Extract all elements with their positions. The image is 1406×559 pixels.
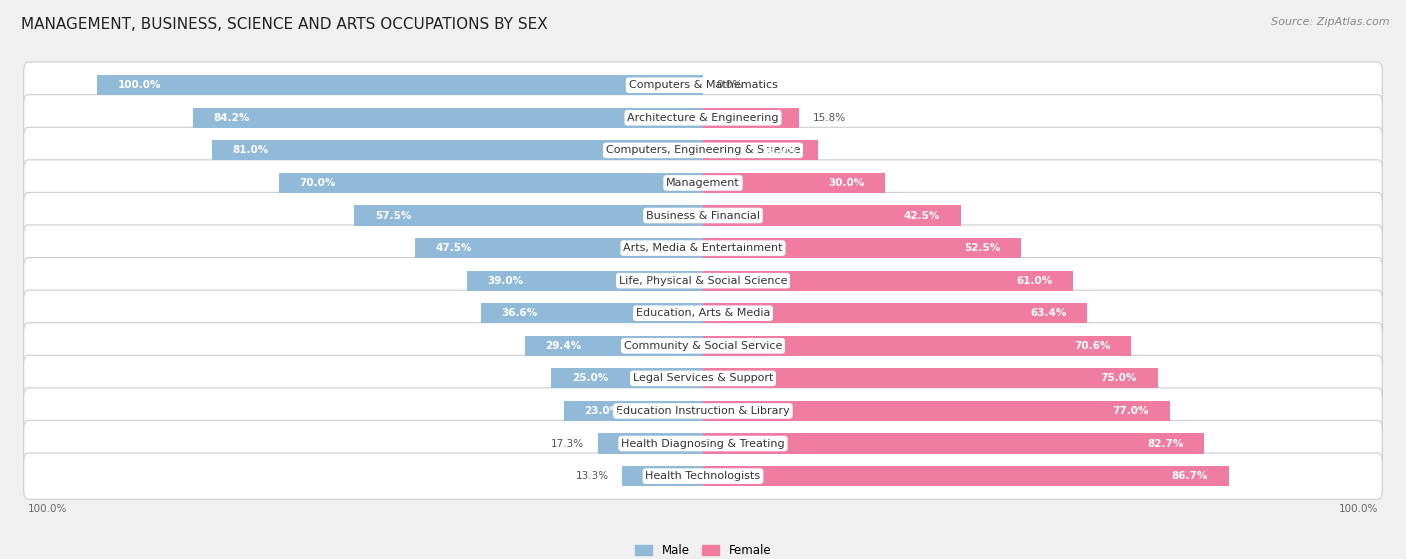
- Legend: Male, Female: Male, Female: [630, 539, 776, 559]
- FancyBboxPatch shape: [24, 323, 1382, 369]
- Text: Health Diagnosing & Treating: Health Diagnosing & Treating: [621, 439, 785, 448]
- Text: MANAGEMENT, BUSINESS, SCIENCE AND ARTS OCCUPATIONS BY SEX: MANAGEMENT, BUSINESS, SCIENCE AND ARTS O…: [21, 17, 548, 32]
- Text: 63.4%: 63.4%: [1031, 308, 1067, 318]
- Text: 0.0%: 0.0%: [717, 80, 742, 90]
- Text: 100.0%: 100.0%: [1339, 504, 1378, 514]
- FancyBboxPatch shape: [24, 62, 1382, 108]
- Bar: [551, 368, 703, 389]
- FancyBboxPatch shape: [24, 160, 1382, 206]
- FancyBboxPatch shape: [24, 258, 1382, 304]
- Text: Computers, Engineering & Science: Computers, Engineering & Science: [606, 145, 800, 155]
- Text: Architecture & Engineering: Architecture & Engineering: [627, 113, 779, 123]
- Bar: [703, 238, 1021, 258]
- FancyBboxPatch shape: [24, 420, 1382, 467]
- Bar: [415, 238, 703, 258]
- Bar: [703, 466, 1229, 486]
- Text: 42.5%: 42.5%: [904, 211, 941, 220]
- FancyBboxPatch shape: [24, 127, 1382, 173]
- FancyBboxPatch shape: [24, 388, 1382, 434]
- Bar: [703, 336, 1130, 356]
- Text: Community & Social Service: Community & Social Service: [624, 341, 782, 351]
- Bar: [703, 140, 818, 160]
- FancyBboxPatch shape: [24, 290, 1382, 337]
- Text: 36.6%: 36.6%: [502, 308, 538, 318]
- Bar: [212, 140, 703, 160]
- Text: 47.5%: 47.5%: [436, 243, 472, 253]
- Bar: [481, 303, 703, 323]
- Text: Arts, Media & Entertainment: Arts, Media & Entertainment: [623, 243, 783, 253]
- Text: 70.6%: 70.6%: [1074, 341, 1111, 351]
- Text: 77.0%: 77.0%: [1112, 406, 1149, 416]
- Bar: [467, 271, 703, 291]
- Text: 19.0%: 19.0%: [762, 145, 797, 155]
- Text: 84.2%: 84.2%: [214, 113, 250, 123]
- Text: 15.8%: 15.8%: [813, 113, 845, 123]
- Bar: [703, 368, 1157, 389]
- Bar: [598, 433, 703, 454]
- Text: Computers & Mathematics: Computers & Mathematics: [628, 80, 778, 90]
- Bar: [97, 75, 703, 96]
- Bar: [703, 433, 1205, 454]
- Text: 100.0%: 100.0%: [118, 80, 160, 90]
- Bar: [703, 401, 1170, 421]
- Text: 70.0%: 70.0%: [299, 178, 336, 188]
- Text: 82.7%: 82.7%: [1147, 439, 1184, 448]
- Text: 61.0%: 61.0%: [1017, 276, 1052, 286]
- Text: 100.0%: 100.0%: [28, 504, 67, 514]
- Bar: [703, 108, 799, 128]
- Text: 17.3%: 17.3%: [551, 439, 585, 448]
- Text: Health Technologists: Health Technologists: [645, 471, 761, 481]
- FancyBboxPatch shape: [24, 225, 1382, 271]
- Bar: [278, 173, 703, 193]
- Text: Source: ZipAtlas.com: Source: ZipAtlas.com: [1271, 17, 1389, 27]
- Text: 25.0%: 25.0%: [572, 373, 609, 383]
- Bar: [354, 205, 703, 226]
- FancyBboxPatch shape: [24, 356, 1382, 401]
- Bar: [703, 303, 1087, 323]
- FancyBboxPatch shape: [24, 453, 1382, 499]
- Text: Life, Physical & Social Science: Life, Physical & Social Science: [619, 276, 787, 286]
- FancyBboxPatch shape: [24, 192, 1382, 239]
- Bar: [524, 336, 703, 356]
- Bar: [703, 271, 1073, 291]
- Text: Management: Management: [666, 178, 740, 188]
- Bar: [623, 466, 703, 486]
- Bar: [703, 205, 960, 226]
- Text: 30.0%: 30.0%: [828, 178, 865, 188]
- Text: 13.3%: 13.3%: [575, 471, 609, 481]
- Text: 81.0%: 81.0%: [232, 145, 269, 155]
- Text: Education, Arts & Media: Education, Arts & Media: [636, 308, 770, 318]
- Text: 57.5%: 57.5%: [375, 211, 412, 220]
- Text: Business & Financial: Business & Financial: [645, 211, 761, 220]
- Text: 75.0%: 75.0%: [1101, 373, 1137, 383]
- Text: 29.4%: 29.4%: [546, 341, 582, 351]
- Text: 86.7%: 86.7%: [1171, 471, 1208, 481]
- Bar: [703, 173, 884, 193]
- Text: 23.0%: 23.0%: [585, 406, 620, 416]
- Bar: [564, 401, 703, 421]
- Bar: [193, 108, 703, 128]
- Text: Legal Services & Support: Legal Services & Support: [633, 373, 773, 383]
- FancyBboxPatch shape: [24, 94, 1382, 141]
- Text: 52.5%: 52.5%: [965, 243, 1001, 253]
- Text: 39.0%: 39.0%: [488, 276, 523, 286]
- Text: Education Instruction & Library: Education Instruction & Library: [616, 406, 790, 416]
